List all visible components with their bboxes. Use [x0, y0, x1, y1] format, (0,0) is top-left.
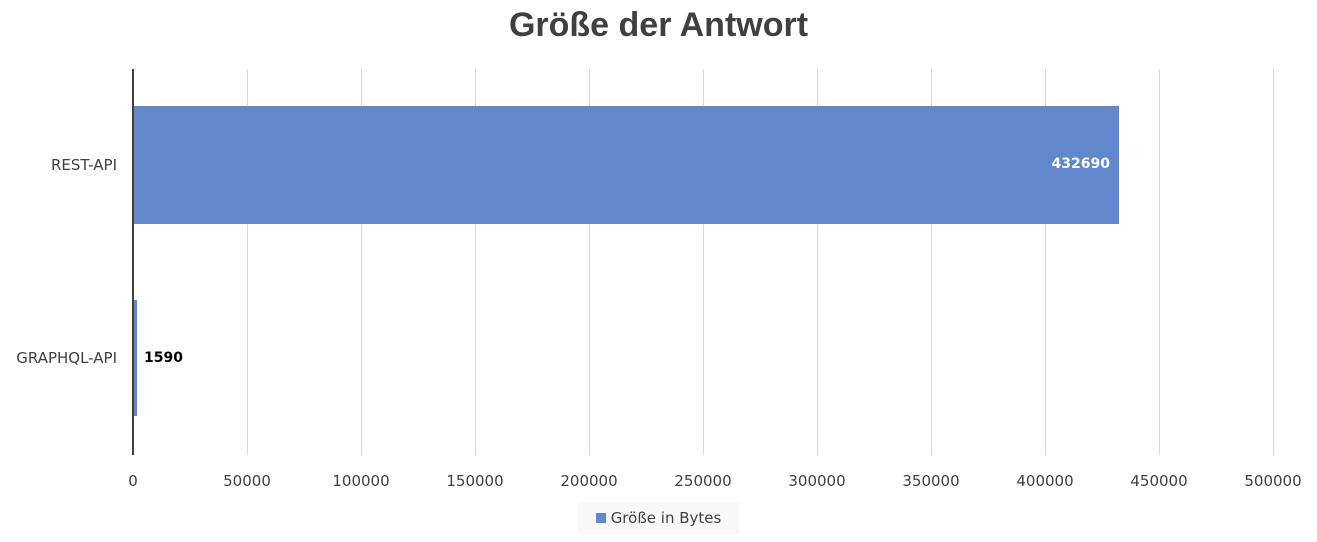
- bar-graphql-api[interactable]: [133, 300, 137, 416]
- legend-label: Größe in Bytes: [610, 509, 722, 527]
- x-tick-label: 150000: [446, 472, 504, 490]
- plot-area: 432690 1590: [133, 69, 1274, 455]
- gridline: [817, 69, 818, 455]
- gridline: [589, 69, 590, 455]
- chart-title: Größe der Antwort: [508, 6, 809, 44]
- y-axis-line: [132, 69, 134, 455]
- x-tick-label: 200000: [560, 472, 618, 490]
- x-tick-label: 0: [128, 472, 138, 490]
- bar-label-rest-api: 432690: [1051, 156, 1110, 172]
- gridline: [1159, 69, 1160, 455]
- gridline: [1273, 69, 1274, 455]
- legend-swatch-icon: [595, 513, 606, 523]
- bar-rest-api[interactable]: [133, 106, 1119, 224]
- gridline: [247, 69, 248, 455]
- x-tick-label: 50000: [223, 472, 271, 490]
- x-tick-label: 100000: [332, 472, 390, 490]
- x-tick-label: 300000: [788, 472, 846, 490]
- gridline: [1045, 69, 1046, 455]
- gridline: [703, 69, 704, 455]
- category-label-rest-api: REST-API: [50, 156, 117, 174]
- gridline: [931, 69, 932, 455]
- gridline: [475, 69, 476, 455]
- bar-label-graphql-api: 1590: [144, 350, 183, 366]
- x-tick-label: 250000: [674, 472, 732, 490]
- x-tick-label: 350000: [902, 472, 960, 490]
- category-label-graphql-api: GRAPHQL-API: [16, 349, 117, 367]
- x-tick-label: 450000: [1130, 472, 1188, 490]
- x-tick-label: 500000: [1244, 472, 1302, 490]
- gridline: [361, 69, 362, 455]
- x-tick-label: 400000: [1016, 472, 1074, 490]
- legend[interactable]: Größe in Bytes: [578, 502, 739, 534]
